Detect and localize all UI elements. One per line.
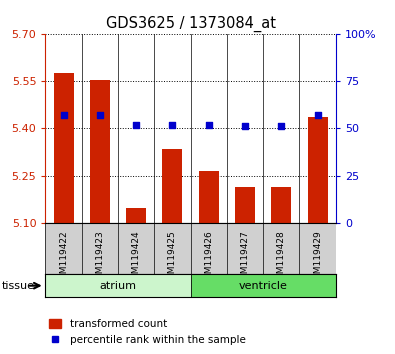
Bar: [90, 80, 110, 223]
Point: [314, 112, 321, 118]
Point: [97, 112, 103, 118]
Text: GSM119428: GSM119428: [277, 231, 286, 285]
Text: GSM119429: GSM119429: [313, 231, 322, 285]
Text: atrium: atrium: [100, 281, 137, 291]
Point: [60, 112, 67, 118]
Text: GSM119423: GSM119423: [95, 231, 104, 285]
Point: [205, 122, 212, 127]
Text: GSM119425: GSM119425: [168, 231, 177, 285]
Bar: [126, 208, 146, 223]
Bar: [308, 117, 327, 223]
Text: GSM119427: GSM119427: [241, 231, 250, 285]
Bar: [199, 171, 219, 223]
Point: [242, 124, 248, 129]
Point: [133, 122, 139, 127]
Text: tissue: tissue: [2, 281, 35, 291]
Bar: [162, 149, 182, 223]
Bar: [54, 73, 73, 223]
Legend: transformed count, percentile rank within the sample: transformed count, percentile rank withi…: [45, 315, 250, 349]
Text: GSM119424: GSM119424: [132, 231, 141, 285]
Bar: [191, 274, 336, 297]
Title: GDS3625 / 1373084_at: GDS3625 / 1373084_at: [105, 16, 276, 32]
Point: [278, 124, 284, 129]
Text: ventricle: ventricle: [239, 281, 288, 291]
Bar: [271, 187, 291, 223]
Text: GSM119422: GSM119422: [59, 231, 68, 285]
Text: GSM119426: GSM119426: [204, 231, 213, 285]
Point: [169, 122, 176, 127]
Bar: [235, 187, 255, 223]
Bar: [45, 274, 191, 297]
